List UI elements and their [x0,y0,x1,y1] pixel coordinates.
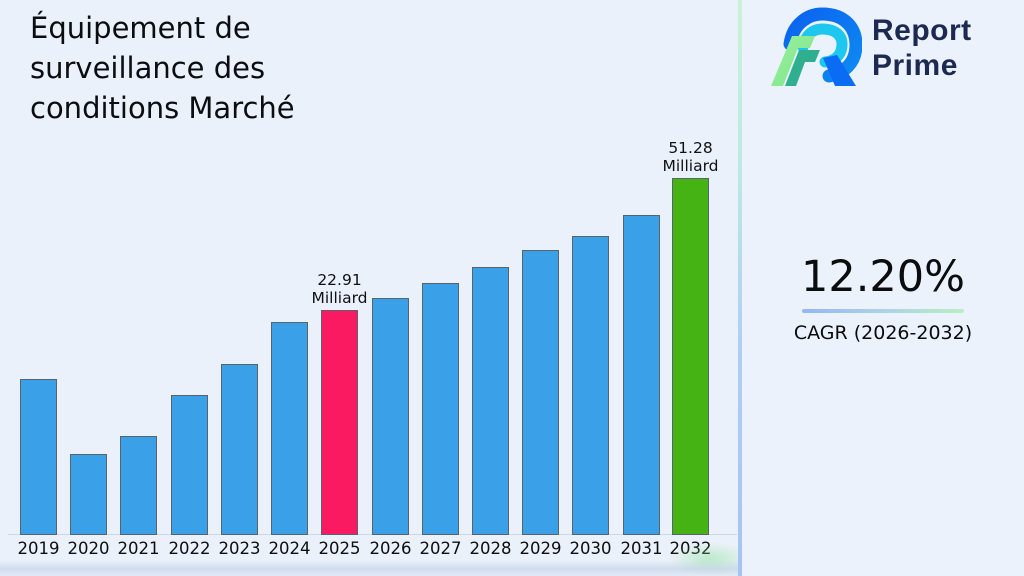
x-tick-2020: 2020 [67,539,110,558]
brand-name: Report Prime [872,14,972,82]
x-tick-2030: 2030 [569,539,612,558]
plot-area: 2019 2020 2021 2022 2023 2024 2025 22.91 Millia… [8,139,737,558]
bar-2023 [221,364,258,535]
cagr-label: CAGR (2026-2032) [793,322,973,344]
panel-divider [738,0,742,576]
x-tick-2024: 2024 [268,539,311,558]
bar-2026 [372,298,409,535]
x-tick-2025: 2025 [318,539,361,558]
report-prime-r-logo-icon [771,7,862,86]
x-tick-2031: 2031 [620,539,663,558]
value-label-2025: 22.91 Milliard [311,271,368,307]
bar-2030 [572,236,609,535]
chart-panel: Équipement de surveillance des condition… [0,11,752,576]
x-tick-2026: 2026 [369,539,412,558]
bottom-shadow [0,560,738,576]
bar-2021 [120,436,157,535]
x-tick-2032: 2032 [661,539,721,558]
info-panel [742,0,1024,576]
bar-2020 [70,454,107,535]
x-tick-2022: 2022 [168,539,211,558]
x-tick-2029: 2029 [519,539,562,558]
bar-2031 [623,215,660,535]
x-tick-2023: 2023 [218,539,261,558]
x-tick-2021: 2021 [117,539,160,558]
cagr-underline [802,309,964,313]
page-title: Équipement de surveillance des condition… [30,11,295,125]
x-tick-2027: 2027 [419,539,462,558]
cagr-value: 12.20% [801,252,965,302]
bar-2029 [522,250,559,535]
bar-2028 [472,267,509,535]
bar-2032 [672,178,709,535]
bar-2019 [20,379,57,535]
bar-2024 [271,322,308,535]
brand-logo: Report Prime [766,6,972,90]
value-label-2032: 51.28 Milliard [662,139,719,175]
x-tick-2028: 2028 [469,539,512,558]
bar-2022 [171,395,208,535]
bar-2027 [422,283,459,535]
bar-2025 [321,310,358,535]
x-tick-2019: 2019 [17,539,60,558]
cagr-block: 12.20% CAGR (2026-2032) [742,252,1024,344]
